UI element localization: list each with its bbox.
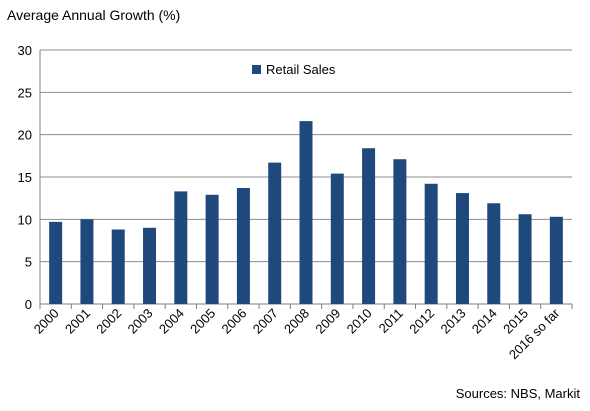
- bars: [49, 121, 563, 305]
- bar: [80, 219, 94, 304]
- bar: [111, 229, 125, 304]
- y-tick-label: 30: [18, 43, 32, 58]
- x-tick-label: 2013: [438, 306, 469, 337]
- legend-label: Retail Sales: [266, 62, 336, 77]
- bar: [487, 203, 501, 304]
- y-tick-label: 20: [18, 128, 32, 143]
- x-tick-label: 2009: [312, 306, 343, 337]
- bar: [143, 227, 157, 304]
- x-tick-label: 2000: [31, 306, 62, 337]
- y-tick-label: 10: [18, 212, 32, 227]
- y-tick-label: 15: [18, 170, 32, 185]
- axes: 0 5 10 15 20 25 30 2000 2001 2002 2003 2004 2005 2006…: [18, 43, 573, 362]
- x-tick-label: 2010: [344, 306, 375, 337]
- y-tick-label: 5: [25, 255, 32, 270]
- x-tick-label: 2002: [93, 306, 124, 337]
- x-tick-label: 2004: [156, 306, 187, 337]
- x-tick-label: 2012: [406, 306, 437, 337]
- bar: [49, 221, 63, 304]
- y-tick-label: 25: [18, 85, 32, 100]
- bar: [268, 162, 282, 304]
- legend-swatch: [252, 65, 261, 74]
- source-note: Sources: NBS, Markit: [456, 386, 581, 401]
- legend: Retail Sales: [252, 62, 336, 77]
- bar: [549, 216, 563, 304]
- bar: [236, 188, 250, 304]
- x-tick-label: 2006: [218, 306, 249, 337]
- bar: [393, 159, 407, 304]
- bar: [362, 148, 376, 304]
- x-tick-label: 2005: [187, 306, 218, 337]
- bar: [518, 214, 532, 304]
- x-tick-label: 2011: [376, 306, 406, 336]
- x-tick-label: 2007: [250, 306, 281, 337]
- x-tick-label: 2001: [62, 306, 93, 337]
- bar: [455, 193, 469, 304]
- bar: [205, 194, 219, 304]
- bar: [424, 183, 438, 304]
- bar: [174, 191, 188, 304]
- x-tick-label: 2014: [469, 306, 500, 337]
- x-tick-label: 2003: [125, 306, 156, 337]
- bar: [330, 173, 344, 304]
- chart-title: Average Annual Growth (%): [7, 7, 180, 23]
- x-tick-label: 2008: [281, 306, 312, 337]
- bar: [299, 121, 313, 305]
- y-tick-label: 0: [25, 297, 32, 312]
